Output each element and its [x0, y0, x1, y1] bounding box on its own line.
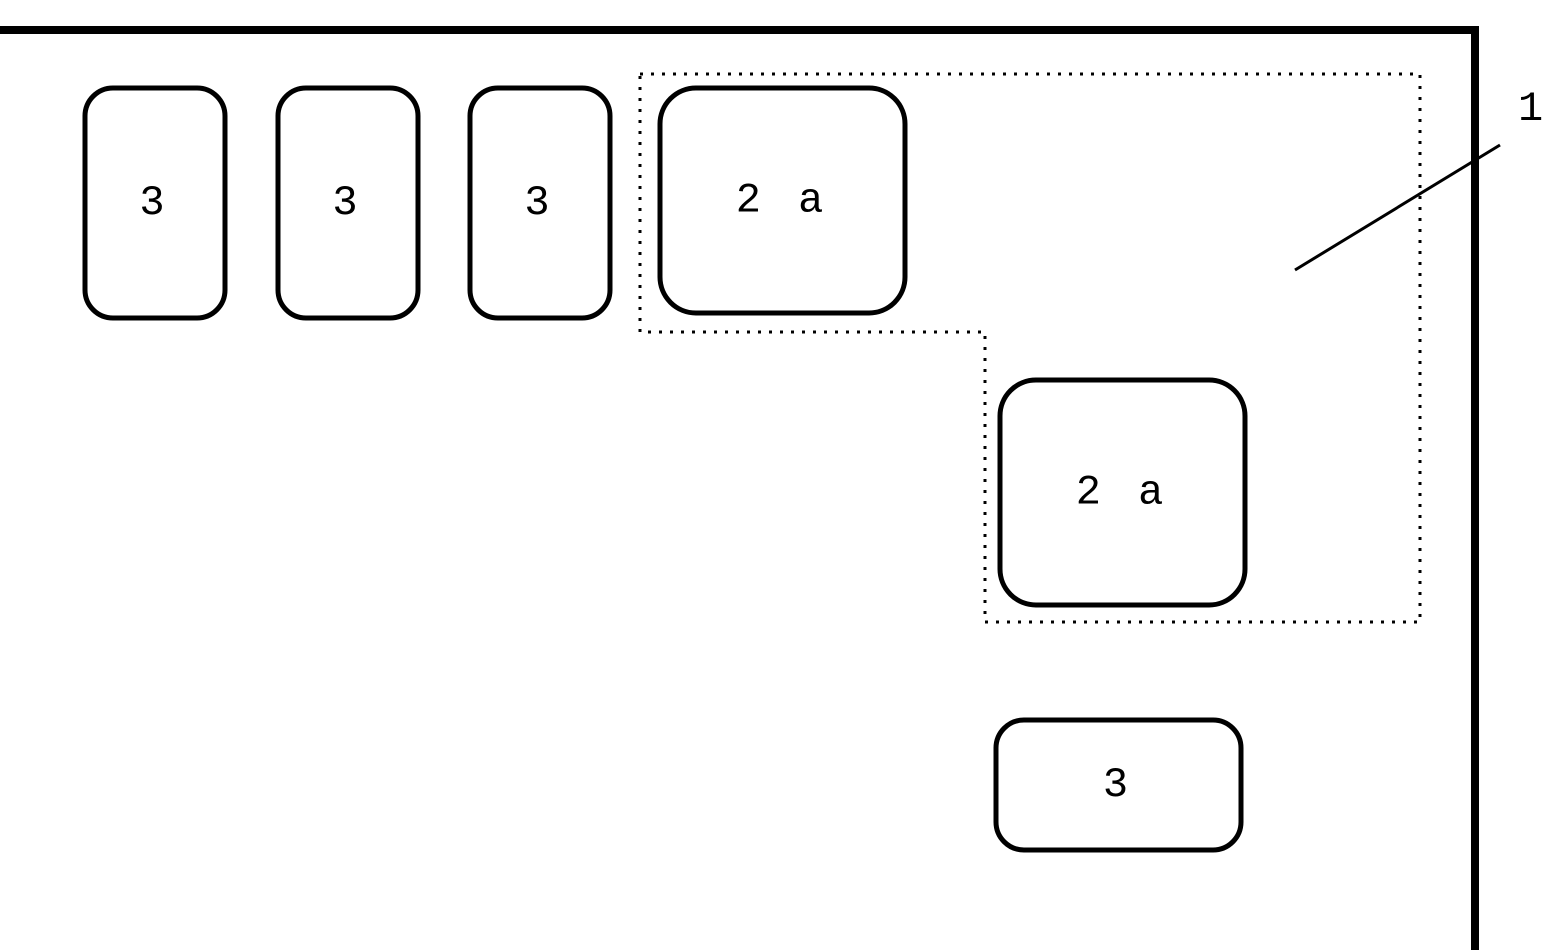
box-3-4-label: 3 [1103, 761, 1134, 809]
callout-label: 1 [1518, 85, 1543, 133]
diagram-container: 3 3 3 2 a 2 a 3 1 [0, 0, 1546, 950]
diagram-svg: 3 3 3 2 a 2 a 3 1 [0, 0, 1546, 950]
callout-line [1295, 145, 1500, 270]
box-2a-1-label: 2 a [736, 177, 830, 225]
box-3-2-label: 3 [332, 179, 363, 227]
box-2a-2-label: 2 a [1076, 469, 1170, 517]
box-3-1-label: 3 [139, 179, 170, 227]
box-3-3-label: 3 [524, 179, 555, 227]
